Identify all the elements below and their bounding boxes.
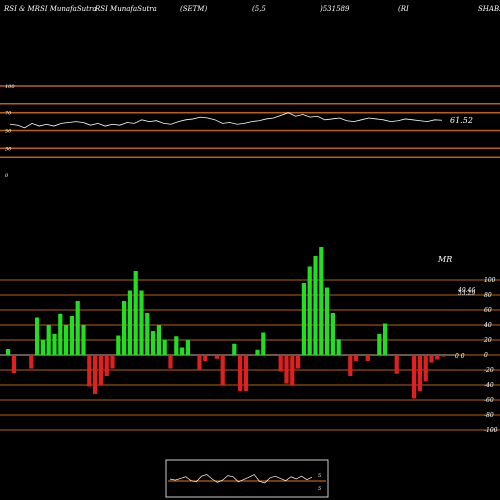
- mr-bar: [162, 340, 167, 355]
- mr-bar: [232, 343, 237, 355]
- mr-bar: [40, 340, 45, 355]
- header-item-setm: (SETM): [180, 5, 208, 13]
- mr-annotation-label: 0 0: [455, 353, 465, 360]
- mr-bar: [330, 313, 335, 355]
- mr-bar: [417, 355, 422, 391]
- rsi-series-line: [9, 112, 443, 129]
- mr-y-tick-label: 40: [483, 322, 492, 329]
- rsi-last-value-label: 61.52: [450, 116, 473, 125]
- mr-bar: [116, 335, 121, 355]
- header-item-rsi-mrsi: RSI & MRSI MunafaSutra: [4, 5, 97, 13]
- mr-bar: [174, 336, 179, 355]
- header-item-ri: (RI: [398, 5, 409, 13]
- mr-title: MR: [437, 255, 452, 264]
- mr-bar: [151, 331, 156, 355]
- mr-bar: [441, 355, 446, 357]
- mr-bar: [365, 355, 370, 361]
- mr-bar: [98, 355, 103, 385]
- header-item-params: (5,5: [252, 5, 266, 13]
- mr-bar: [301, 283, 306, 355]
- mini-panel-label: 5: [318, 473, 321, 479]
- mr-bar: [348, 355, 353, 376]
- mr-bar: [75, 301, 80, 355]
- mr-y-tick-label: -100: [484, 427, 498, 434]
- mr-bar: [412, 355, 417, 399]
- mr-y-tick-label: 100: [484, 277, 496, 284]
- mr-bar: [325, 287, 330, 355]
- mr-bar: [64, 325, 69, 355]
- rsi-y-tick-label: 0: [5, 173, 9, 179]
- mr-bar: [255, 349, 260, 355]
- mr-bar: [429, 355, 434, 363]
- mr-bar: [58, 313, 63, 355]
- mr-bar: [104, 355, 109, 376]
- header-item-code: )531589: [320, 5, 350, 13]
- mr-annotation-label: 53.29: [458, 290, 475, 297]
- mr-annotation-label: 49.46: [457, 287, 475, 294]
- mr-bar: [69, 316, 74, 355]
- mr-y-tick-label: -80: [484, 412, 494, 419]
- mini-panel-frame: [165, 459, 329, 498]
- mr-y-tick-label: 60: [484, 307, 492, 314]
- mr-y-tick-label: -40: [484, 382, 494, 389]
- header-item-rsi: RSI MunafaSutra: [95, 5, 157, 13]
- header-item-shabh: SHABH: [478, 5, 500, 13]
- mr-bar: [139, 290, 144, 355]
- mr-bar: [313, 256, 318, 355]
- mr-bar: [284, 355, 289, 384]
- mr-bar: [168, 355, 173, 369]
- mr-bar: [243, 355, 248, 391]
- mr-bar: [354, 355, 359, 361]
- mr-bar: [46, 325, 51, 355]
- mr-bar: [296, 355, 301, 369]
- mr-bar: [6, 349, 11, 355]
- mr-bar: [133, 271, 138, 355]
- mr-bar: [319, 247, 324, 355]
- mr-bar: [81, 325, 86, 355]
- mr-bar: [11, 355, 16, 373]
- mr-bar: [336, 339, 341, 355]
- rsi-y-tick-label: 100: [5, 84, 15, 90]
- mini-panel: 55: [165, 459, 329, 498]
- mr-bar: [278, 355, 283, 372]
- mr-y-tick-label: -20: [484, 367, 494, 374]
- mr-bar: [156, 325, 161, 355]
- mini-panel-label: 5: [318, 486, 321, 492]
- mr-bar: [435, 355, 440, 360]
- mr-bar: [383, 323, 388, 355]
- mr-y-tick-label: 20: [483, 337, 492, 344]
- mr-bar: [122, 301, 127, 355]
- mr-bar: [127, 290, 132, 355]
- mr-bar: [203, 355, 208, 361]
- rsi-panel: 100 70 50 30 0 61.52: [0, 84, 500, 179]
- mr-bar: [180, 347, 185, 355]
- mr-bar: [93, 355, 98, 394]
- mr-bar: [238, 355, 243, 391]
- rsi-y-tick-label: 50: [5, 129, 12, 135]
- mini-panel-line: [169, 474, 313, 484]
- mr-bar: [185, 340, 190, 355]
- mr-bar: [394, 355, 399, 374]
- mr-bar: [110, 355, 115, 369]
- mr-bar: [377, 334, 382, 355]
- mr-y-tick-label: 0: [484, 352, 488, 359]
- mr-bar: [87, 355, 92, 387]
- mrsi-panel: 100 80 60 40 20 0 -20 -40 -60 -80 -100 MR 49.4653.29…: [0, 247, 500, 434]
- mr-bar: [197, 355, 202, 370]
- mr-bar: [290, 355, 295, 385]
- mr-bar: [52, 334, 57, 355]
- mr-y-tick-label: -60: [484, 397, 494, 404]
- mr-bar: [35, 317, 40, 355]
- mr-bar: [423, 355, 428, 382]
- mr-y-tick-label: 80: [484, 292, 492, 299]
- rsi-y-tick-label: 30: [5, 146, 12, 152]
- mr-bar: [261, 332, 266, 355]
- mr-bar: [214, 355, 219, 359]
- mr-bar: [220, 355, 225, 385]
- mr-bar: [29, 355, 34, 369]
- rsi-y-tick-label: 70: [5, 111, 12, 117]
- mr-bar: [145, 313, 150, 355]
- mr-bar: [307, 266, 312, 355]
